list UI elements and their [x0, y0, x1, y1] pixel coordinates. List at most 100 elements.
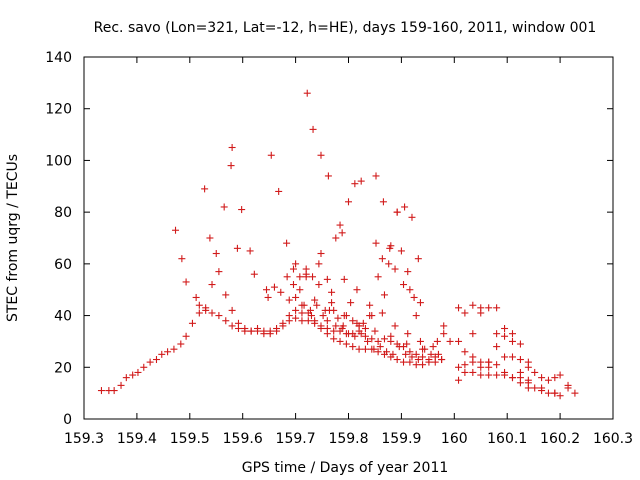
data-point	[412, 350, 420, 358]
x-tick-label: 159.6	[223, 431, 263, 447]
x-tick-label: 159.4	[117, 431, 157, 447]
data-point	[275, 187, 283, 195]
data-point	[516, 368, 524, 376]
data-point	[323, 325, 331, 332]
data-point	[571, 389, 579, 397]
data-point	[195, 309, 203, 317]
data-point	[389, 350, 397, 358]
data-point	[172, 226, 180, 234]
data-series-stec	[97, 89, 579, 400]
data-point	[302, 270, 310, 278]
data-point	[304, 317, 312, 325]
data-point	[408, 213, 416, 221]
data-point	[469, 353, 477, 361]
data-point	[376, 343, 384, 351]
data-point	[170, 345, 178, 353]
data-point	[371, 327, 379, 335]
data-point	[182, 332, 190, 340]
data-point	[247, 327, 255, 335]
data-point	[146, 358, 154, 366]
data-point	[263, 286, 271, 294]
data-point	[129, 371, 137, 379]
data-point	[342, 340, 350, 348]
data-point	[292, 260, 300, 268]
data-point	[152, 356, 160, 364]
data-point	[241, 325, 249, 332]
data-point	[336, 221, 344, 229]
data-point	[182, 278, 190, 286]
x-tick-label: 159.9	[381, 431, 421, 447]
data-point	[345, 330, 352, 338]
data-point	[493, 330, 501, 338]
data-point	[419, 361, 427, 369]
data-point	[201, 185, 209, 193]
x-axis: 159.3 159.4 159.5 159.6 159.7 159.8 159.9 160 16…	[64, 57, 633, 447]
data-point	[215, 268, 223, 276]
data-point	[351, 180, 359, 188]
data-point	[370, 345, 378, 353]
data-point	[296, 286, 304, 294]
data-point	[110, 387, 118, 395]
data-point	[192, 293, 200, 301]
data-point	[378, 255, 386, 263]
data-point	[250, 270, 258, 278]
data-point	[206, 234, 214, 242]
data-point	[524, 363, 532, 371]
data-point	[416, 299, 424, 307]
data-point	[323, 275, 331, 283]
data-point	[330, 327, 338, 335]
data-point	[188, 319, 196, 327]
x-tick-label: 160.3	[593, 431, 633, 447]
data-point	[385, 260, 393, 268]
data-point	[309, 125, 317, 133]
data-point	[332, 322, 340, 330]
data-point	[531, 368, 539, 376]
data-point	[508, 353, 516, 361]
data-point	[516, 340, 524, 348]
data-point	[477, 363, 485, 371]
y-tick-label: 120	[45, 102, 72, 118]
data-point	[403, 340, 411, 348]
data-point	[379, 198, 387, 206]
data-point	[332, 234, 340, 242]
data-point	[357, 330, 365, 338]
data-point	[298, 317, 306, 325]
data-point	[425, 356, 433, 364]
data-point	[202, 306, 210, 314]
data-point	[477, 371, 485, 379]
data-point	[355, 322, 363, 330]
data-point	[177, 340, 185, 348]
data-point	[433, 337, 441, 345]
data-point	[319, 312, 327, 320]
data-point	[406, 286, 414, 294]
data-point	[238, 206, 246, 214]
data-point	[361, 325, 369, 332]
data-point	[393, 356, 401, 364]
data-point	[406, 348, 414, 356]
x-tick-label: 159.8	[328, 431, 368, 447]
data-point	[307, 312, 315, 320]
data-point	[368, 312, 376, 320]
data-point	[122, 374, 130, 382]
data-point	[493, 361, 501, 369]
data-point	[336, 337, 344, 345]
data-point	[300, 301, 308, 309]
data-point	[400, 358, 408, 366]
data-point	[357, 177, 365, 185]
data-point	[254, 325, 262, 332]
data-point	[296, 273, 304, 281]
data-point	[455, 337, 463, 345]
data-point	[361, 345, 369, 353]
data-point	[508, 330, 516, 338]
data-point	[208, 309, 216, 317]
data-point	[178, 255, 186, 263]
data-point	[404, 330, 412, 338]
data-point	[531, 384, 539, 392]
y-tick-label: 60	[54, 257, 72, 273]
data-point	[419, 345, 427, 353]
data-point	[419, 353, 427, 361]
data-point	[455, 376, 463, 384]
data-point	[355, 345, 363, 353]
y-tick-label: 0	[63, 412, 72, 428]
chart-title: Rec. savo (Lon=321, Lat=-12, h=HE), days…	[94, 20, 597, 36]
